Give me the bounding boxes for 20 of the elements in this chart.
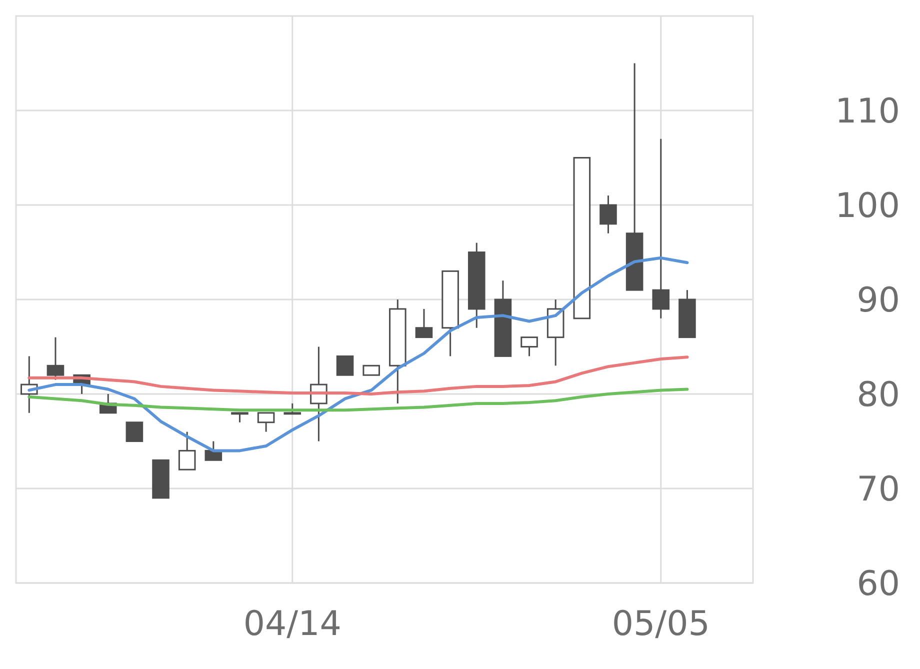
y-tick-label: 100 <box>835 186 900 226</box>
y-tick-label: 70 <box>856 469 900 510</box>
candlestick <box>600 194 617 234</box>
y-tick-label: 60 <box>856 564 900 604</box>
y-tick-label: 80 <box>856 374 900 415</box>
y-tick-label: 110 <box>835 91 900 132</box>
candlestick <box>257 412 275 433</box>
candlestick <box>126 422 144 442</box>
candlestick <box>46 336 64 381</box>
candlestick <box>284 402 302 415</box>
candlestick <box>231 412 248 424</box>
x-tick-label: 04/14 <box>243 604 342 644</box>
candlestick <box>362 364 380 376</box>
candlestick <box>178 431 196 470</box>
y-tick-label: 90 <box>856 280 900 320</box>
candlestick <box>336 355 354 376</box>
x-tick-label: 05/05 <box>612 604 710 644</box>
candlestick <box>520 336 538 357</box>
candlestick <box>652 138 670 320</box>
candlestick <box>415 308 433 338</box>
